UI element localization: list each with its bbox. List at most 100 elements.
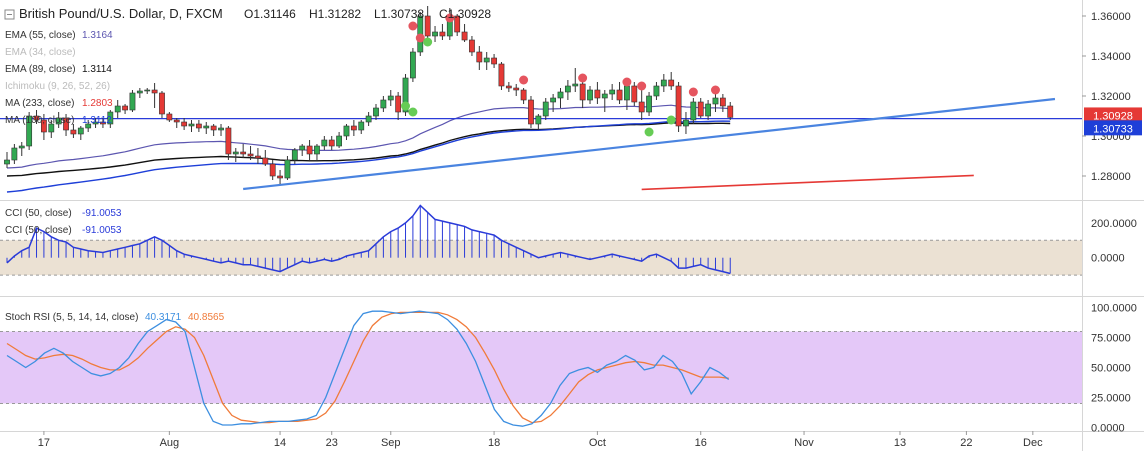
- time-tick-label: 17: [38, 437, 50, 449]
- candle: [225, 127, 232, 155]
- candle: [299, 145, 306, 151]
- candle: [609, 89, 616, 95]
- candle: [100, 121, 106, 125]
- candle: [439, 31, 446, 37]
- candle: [321, 139, 328, 147]
- candle: [173, 119, 180, 123]
- candle: [291, 149, 298, 161]
- candle: [373, 107, 379, 117]
- indicator-value: 1.3164: [82, 30, 113, 41]
- signal-dot-red: [445, 13, 455, 23]
- candle: [624, 85, 630, 101]
- indicator-value: 1.3112: [82, 115, 112, 126]
- stoch-tick-label: 25.0000: [1091, 392, 1131, 404]
- ma-233-line: [641, 174, 974, 191]
- candle: [26, 115, 33, 147]
- cci-value: -91.0053: [82, 225, 122, 236]
- candle: [564, 85, 571, 93]
- candle: [336, 135, 342, 147]
- signal-dot-red: [519, 75, 529, 85]
- indicator-value: 1.2803: [82, 98, 113, 109]
- candle: [513, 87, 520, 91]
- signal-dot-red: [408, 21, 418, 31]
- signal-dot-green: [644, 127, 654, 137]
- candle: [631, 85, 638, 103]
- candle: [77, 127, 84, 135]
- cci-label: CCI (50, close): [5, 225, 72, 236]
- collapse-icon: [4, 9, 15, 20]
- candle: [520, 89, 527, 101]
- cci-tick-label: 200.0000: [1091, 218, 1137, 230]
- candle: [350, 125, 357, 131]
- signal-dot-green: [401, 101, 411, 111]
- candle: [572, 83, 579, 87]
- stoch-k-value: 40.3171: [145, 312, 182, 323]
- indicator-value: 1.3114: [82, 64, 112, 75]
- signal-dot-red: [622, 77, 632, 87]
- time-tick-label: 14: [274, 437, 286, 449]
- candle: [380, 99, 387, 109]
- candle: [255, 155, 261, 159]
- time-tick-label: Aug: [160, 437, 180, 449]
- cci-value: -91.0053: [82, 208, 122, 219]
- candle: [727, 105, 734, 118]
- candle: [616, 89, 623, 101]
- candle: [136, 90, 143, 94]
- candle: [409, 51, 416, 79]
- candle: [705, 103, 711, 117]
- trendline: [243, 97, 1056, 191]
- price-tick-label: 1.32000: [1091, 91, 1131, 103]
- time-tick-label: Oct: [589, 437, 606, 449]
- candle: [328, 139, 335, 147]
- candle: [159, 92, 165, 115]
- candle: [11, 147, 18, 161]
- candle: [505, 85, 512, 89]
- candle: [122, 105, 128, 111]
- candle: [269, 163, 276, 177]
- price-tick-label: 1.28000: [1091, 171, 1131, 183]
- candle: [712, 97, 719, 105]
- candle: [579, 83, 586, 101]
- ema-55-line: [6, 104, 731, 169]
- candle: [284, 159, 291, 179]
- time-tick-label: Nov: [794, 437, 814, 449]
- candle: [697, 101, 704, 117]
- candle: [277, 175, 283, 179]
- candle: [498, 63, 505, 87]
- candle: [461, 31, 468, 41]
- signal-dot-red: [688, 87, 698, 97]
- candle: [166, 113, 173, 121]
- chart-title: British Pound/U.S. Dollar, D, FXCM: [19, 6, 223, 21]
- indicator-label: MA (233, close): [5, 98, 74, 109]
- stoch-tick-label: 50.0000: [1091, 362, 1131, 374]
- candle: [314, 145, 320, 155]
- ma-100-line: [6, 120, 731, 193]
- candle: [92, 121, 99, 125]
- price-tick-label: 1.34000: [1091, 51, 1131, 63]
- candle: [638, 101, 645, 113]
- stoch-d-value: 40.8565: [188, 312, 225, 323]
- signal-dot-red: [578, 73, 588, 83]
- signal-dot-green: [423, 37, 433, 47]
- candle: [306, 145, 313, 155]
- price-label: 1.30733: [1093, 123, 1133, 135]
- candle: [4, 159, 10, 165]
- candle: [387, 95, 394, 101]
- candle: [48, 123, 55, 133]
- candle: [483, 57, 490, 63]
- indicator-label: Ichimoku (9, 26, 52, 26): [5, 81, 110, 92]
- candle: [587, 89, 593, 101]
- candle: [683, 119, 689, 127]
- time-tick-label: Dec: [1023, 437, 1043, 449]
- price-label-box: [1084, 120, 1142, 136]
- signal-dot-green: [666, 115, 676, 125]
- candle: [114, 105, 121, 113]
- stoch-d-line: [6, 311, 729, 424]
- candle: [247, 153, 254, 157]
- time-tick-label: 16: [695, 437, 707, 449]
- candle: [129, 92, 136, 111]
- ohlc-o: O1.31146: [244, 7, 296, 21]
- candle: [690, 101, 697, 121]
- candle: [594, 89, 601, 99]
